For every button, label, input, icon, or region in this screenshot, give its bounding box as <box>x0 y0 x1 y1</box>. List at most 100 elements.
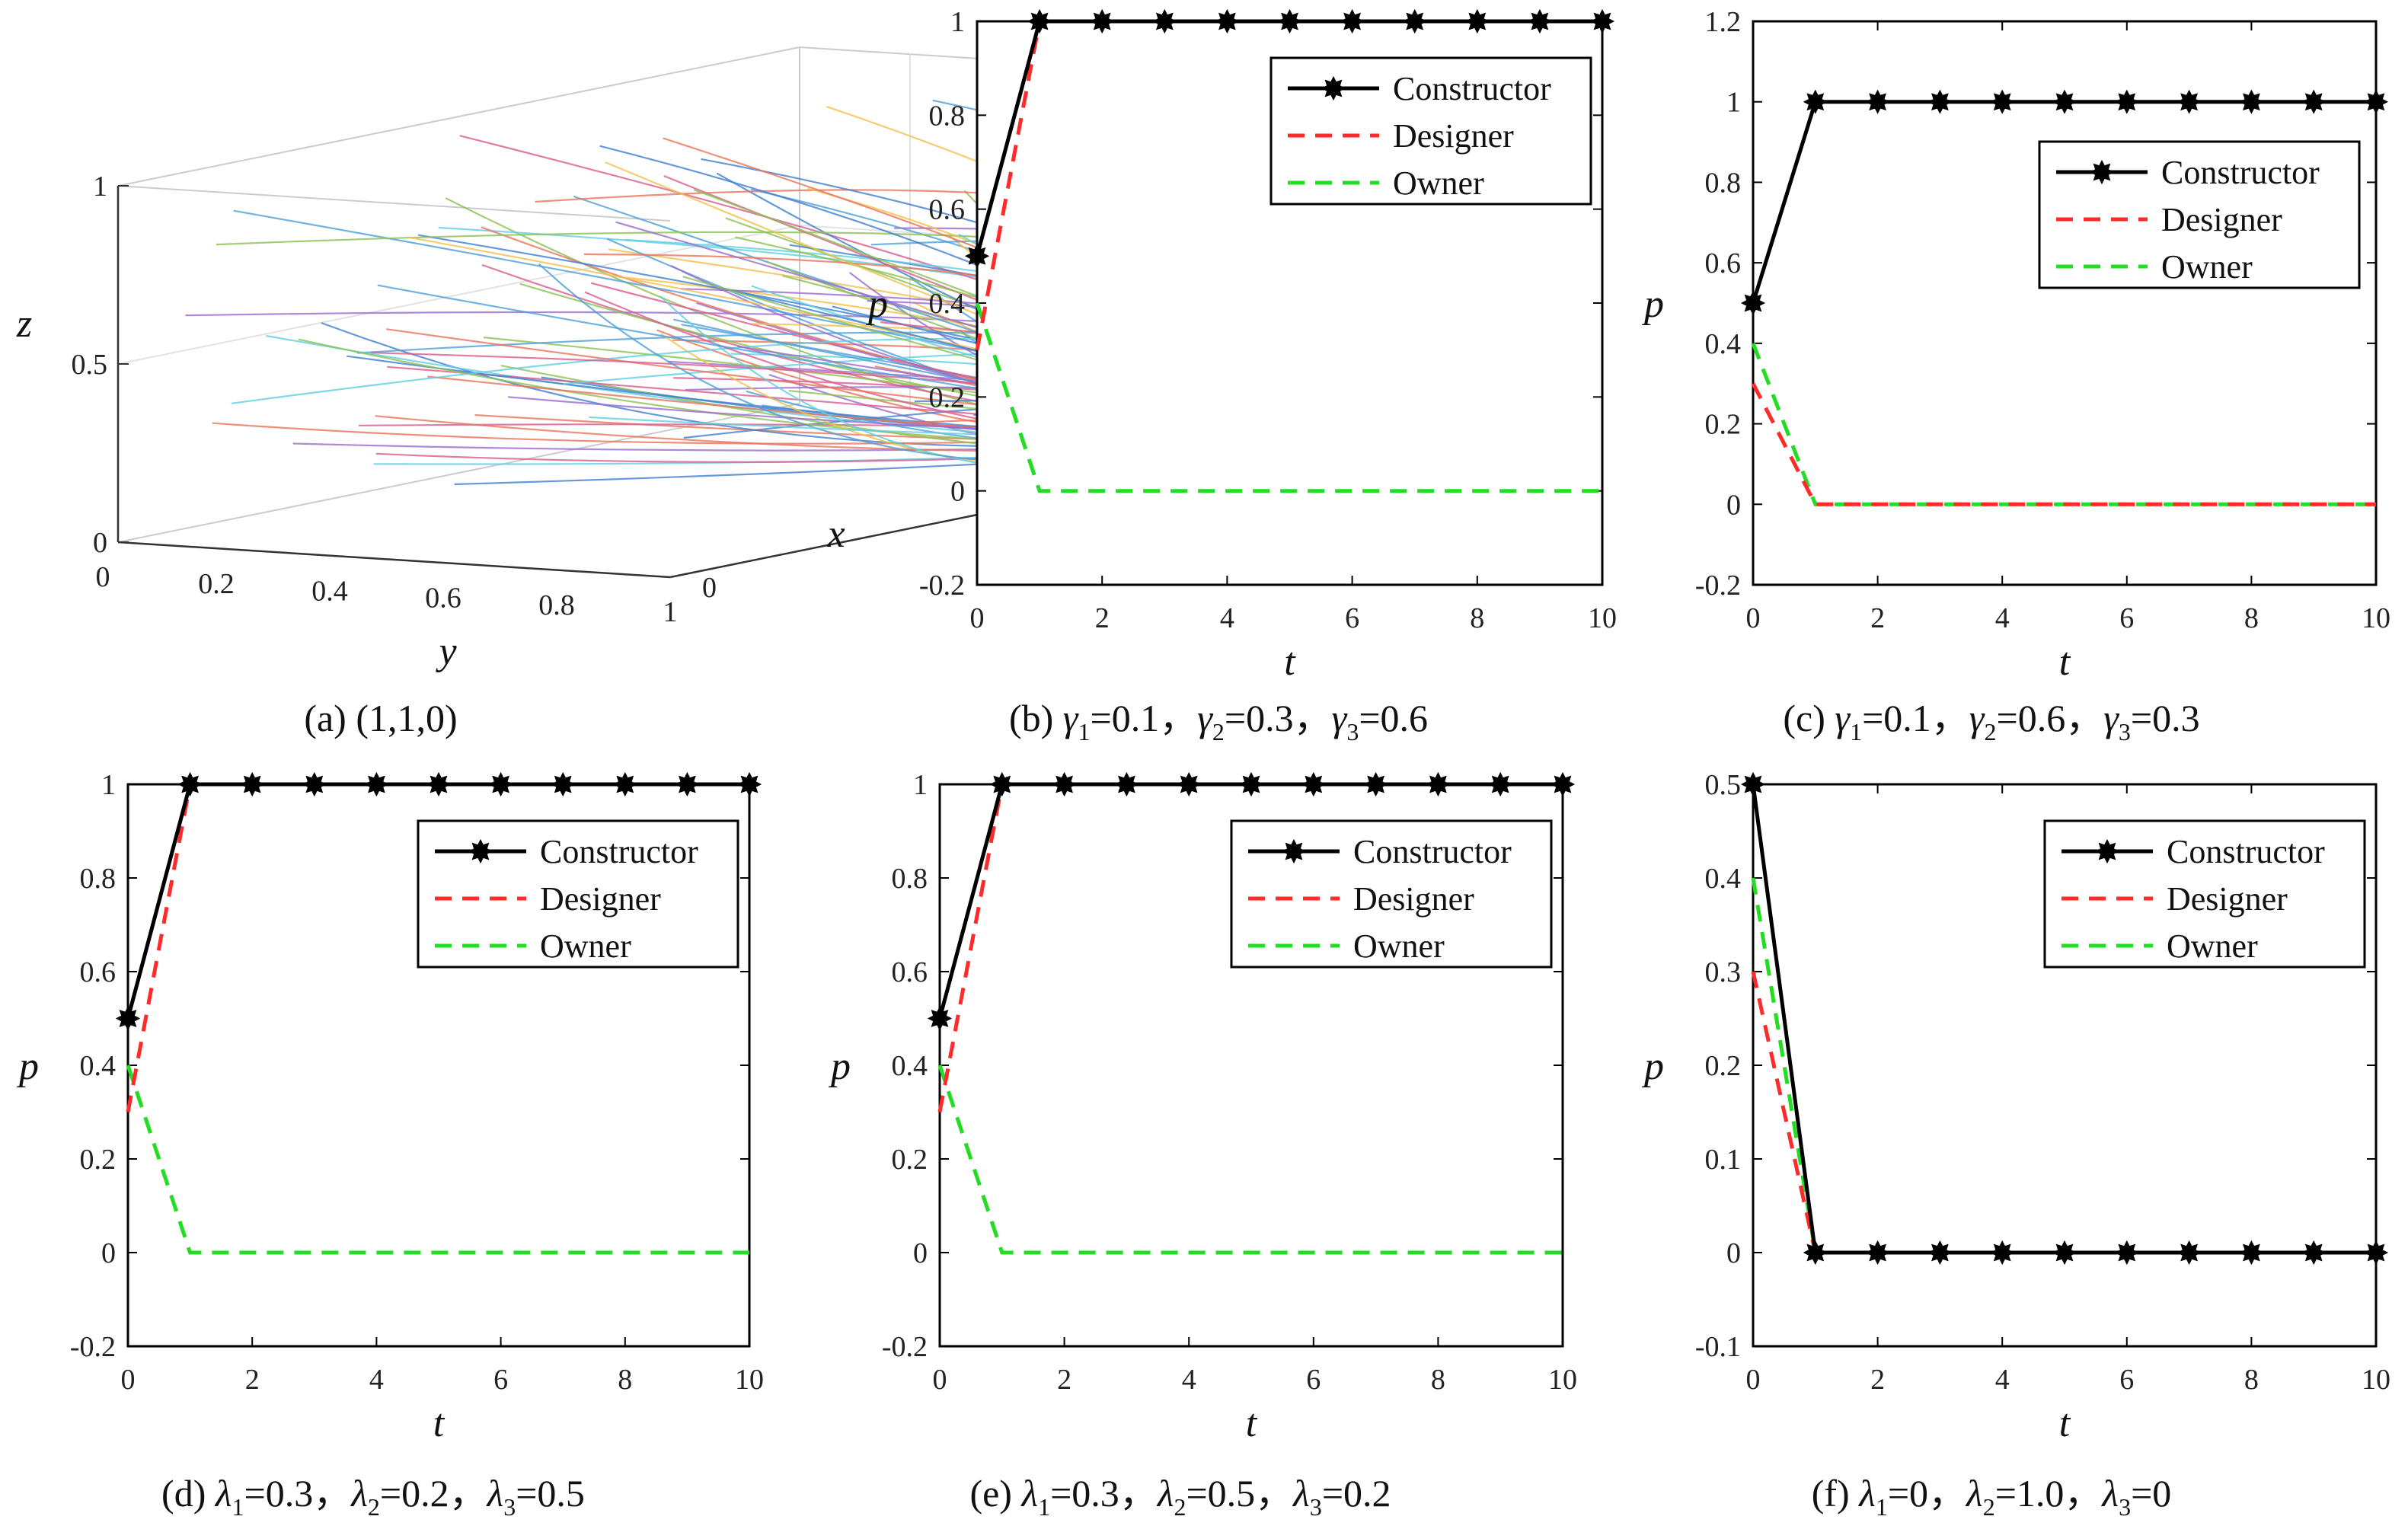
y-tick-label: 1 <box>1726 87 1741 119</box>
y-tick-label: -0.1 <box>1695 1331 1741 1363</box>
data-point <box>1740 771 1766 797</box>
series-line-owner <box>126 1065 749 1255</box>
data-point <box>1340 8 1365 34</box>
x-tick-label: 8 <box>1470 602 1484 634</box>
y-tick-label: 1 <box>950 6 965 38</box>
data-point <box>364 771 389 797</box>
x-tick-label: 4 <box>1995 1364 2010 1396</box>
legend-label: Owner <box>2161 248 2253 286</box>
y-tick-label: 0 <box>101 1237 116 1269</box>
data-point <box>177 771 203 797</box>
y-tick-label: 0.8 <box>929 100 966 132</box>
data-point <box>2052 1240 2077 1266</box>
legend-label: Constructor <box>1393 70 1551 107</box>
series-line-designer <box>1751 382 2376 506</box>
data-point <box>2239 89 2264 114</box>
y-tick-label: 0.2 <box>1705 409 1742 441</box>
data-point <box>1177 771 1202 797</box>
data-point <box>1281 838 1307 864</box>
legend-label: Constructor <box>2161 154 2320 191</box>
x-tick-label: 6 <box>2119 602 2134 634</box>
x-tick-label: 0 <box>1746 602 1761 634</box>
data-point <box>1927 89 1953 114</box>
legend-label: Owner <box>2167 927 2258 965</box>
data-point <box>1803 1240 1828 1266</box>
x-tick-label: 2 <box>1870 602 1885 634</box>
data-point <box>1990 1240 2015 1266</box>
data-point <box>2239 1240 2264 1266</box>
y-tick-label: 0 <box>913 1237 928 1269</box>
x-tick-label: 6 <box>1306 1364 1321 1396</box>
panel-caption: (c) γ1=0.1，γ2=0.6，γ3=0.3 <box>1783 697 2199 745</box>
legend-box <box>1230 819 1553 969</box>
data-point <box>2094 838 2120 864</box>
data-point <box>1740 290 1766 316</box>
panel-caption: (a) (1,1,0) <box>304 697 457 739</box>
data-point <box>1927 1240 1953 1266</box>
x-tick-label: 0 <box>970 602 985 634</box>
y-tick-label: 0.4 <box>892 1050 928 1082</box>
data-point <box>551 771 576 797</box>
panel-caption: (e) λ1=0.3，λ2=0.5，λ3=0.2 <box>969 1472 1391 1521</box>
z-axis-label: z <box>16 302 32 346</box>
x-axis-label: t <box>433 1402 446 1445</box>
legend-label: Owner <box>540 927 631 965</box>
y-tick-label: 0 <box>96 561 110 593</box>
y-tick-label: 1 <box>101 769 116 801</box>
panel-caption: (b) γ1=0.1，γ2=0.3，γ3=0.6 <box>1009 697 1428 745</box>
data-point <box>1865 1240 1890 1266</box>
y-tick-label: -0.2 <box>919 570 965 602</box>
y-tick-label: 0.2 <box>892 1144 928 1176</box>
legend-box <box>1269 56 1592 206</box>
legend-label: Constructor <box>2167 833 2325 870</box>
data-point <box>964 244 990 269</box>
data-point <box>1488 771 1513 797</box>
data-point <box>1990 89 2015 114</box>
x-tick-label: 10 <box>1548 1364 1577 1396</box>
data-point <box>1527 8 1553 34</box>
data-point <box>2301 89 2327 114</box>
data-point <box>1277 8 1302 34</box>
x-tick-label: 0 <box>121 1364 136 1396</box>
data-point <box>1114 771 1139 797</box>
z-tick-label: 0 <box>93 527 107 559</box>
x-tick-label: 8 <box>618 1364 632 1396</box>
legend-box <box>2038 140 2361 289</box>
y-tick-label: 0.6 <box>1705 247 1742 279</box>
y-axis-label: p <box>16 1045 39 1088</box>
z-tick-label: 0.5 <box>72 349 108 381</box>
data-point <box>1090 8 1115 34</box>
data-point <box>1238 771 1264 797</box>
y-tick-label: 0.8 <box>892 863 928 895</box>
data-point <box>1426 771 1451 797</box>
data-point <box>1402 8 1427 34</box>
legend-label: Owner <box>1353 927 1445 965</box>
y-tick-label: 1.2 <box>1705 6 1742 38</box>
data-point <box>1550 771 1576 797</box>
legend-box <box>2043 819 2366 969</box>
panel-f: 0 2 4 6 8 10-0.100.10.20.30.40.5tpConstructor… <box>1641 769 2390 1521</box>
x-tick-label: 10 <box>2362 602 2390 634</box>
data-point <box>612 771 637 797</box>
y-tick-label: 0.4 <box>1705 328 1742 360</box>
legend-label: Designer <box>1353 880 1474 918</box>
data-point <box>240 771 265 797</box>
axis-line <box>117 541 671 579</box>
data-point <box>736 771 762 797</box>
y-tick-label: 0.6 <box>892 956 928 988</box>
x-axis-label: t <box>2059 1402 2071 1445</box>
y-tick-label: 0.4 <box>311 575 348 607</box>
legend-label: Constructor <box>1353 833 1512 870</box>
y-tick-label: 0.6 <box>425 583 461 614</box>
series-line-owner <box>975 302 1602 493</box>
y-tick-label: 0 <box>1726 489 1741 521</box>
y-tick-label: 1 <box>913 769 928 801</box>
y-tick-label: 0.8 <box>538 589 575 621</box>
legend-label: Owner <box>1393 164 1484 202</box>
panel-d: 0 2 4 6 8 10-0.200.20.40.60.81tpConstructorDe… <box>16 769 764 1521</box>
y-tick-label: 1 <box>663 596 678 628</box>
y-tick-label: 0.6 <box>80 956 117 988</box>
data-point <box>1152 8 1177 34</box>
data-point <box>2176 89 2202 114</box>
panel-b: 0 2 4 6 8 10-0.200.20.40.60.81tpConstructorDe… <box>865 6 1617 745</box>
